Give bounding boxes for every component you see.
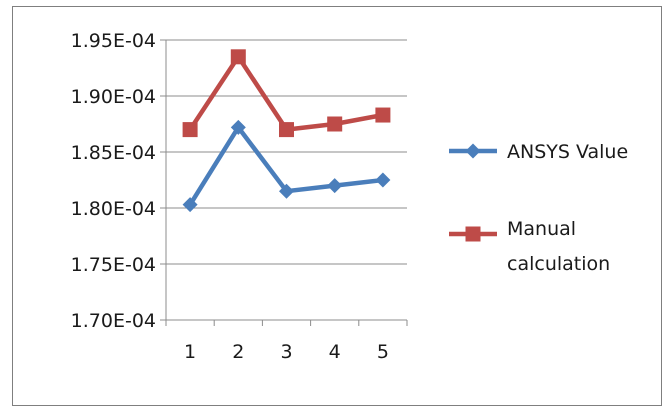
y-tick-label: 1.80E-04 — [71, 198, 156, 220]
y-tick-label: 1.95E-04 — [71, 30, 156, 52]
y-tick-label: 1.85E-04 — [71, 142, 156, 164]
data-point-marker — [375, 107, 391, 123]
legend-label: Manual — [507, 218, 576, 240]
data-point-marker — [182, 197, 198, 213]
legend-marker — [465, 143, 481, 159]
y-tick-label: 1.90E-04 — [71, 86, 156, 108]
chart-frame: 1.70E-04 1.75E-04 1.80E-04 1.85E-04 1.90E-04… — [12, 6, 662, 406]
data-point-marker — [279, 183, 294, 199]
legend-item: ANSYS Value — [449, 141, 628, 163]
axes — [160, 39, 408, 326]
x-tick-label: 3 — [280, 341, 292, 363]
series-manual-calculation — [182, 49, 391, 138]
x-tick-label: 5 — [377, 341, 389, 363]
data-point-marker — [327, 178, 343, 194]
x-tick-label: 4 — [329, 341, 341, 363]
series-ansys-value — [182, 119, 391, 213]
series-line — [187, 54, 386, 132]
x-tick-label: 2 — [232, 341, 244, 363]
data-point-marker — [327, 116, 343, 132]
legend-marker — [465, 226, 481, 242]
legend-item: Manual calculation — [449, 218, 610, 275]
data-point-marker — [279, 122, 294, 138]
line-chart: 1.70E-04 1.75E-04 1.80E-04 1.85E-04 1.90E-04… — [71, 30, 629, 363]
data-point-marker — [230, 119, 246, 135]
data-point-marker — [230, 49, 246, 65]
series-plot — [182, 49, 391, 213]
data-point-marker — [182, 122, 198, 138]
legend-label: ANSYS Value — [507, 141, 628, 163]
y-tick-label: 1.75E-04 — [71, 254, 156, 276]
legend-label: calculation — [507, 253, 610, 275]
y-axis-tick-labels: 1.70E-04 1.75E-04 1.80E-04 1.85E-04 1.90E-04… — [71, 30, 156, 332]
legend: ANSYS Value Manual calculation — [449, 141, 628, 275]
y-tick-label: 1.70E-04 — [71, 310, 156, 332]
x-axis-tick-labels: 1 2 3 4 5 — [184, 341, 389, 363]
gridlines — [166, 39, 407, 265]
x-tick-label: 1 — [184, 341, 196, 363]
data-point-marker — [375, 172, 391, 188]
